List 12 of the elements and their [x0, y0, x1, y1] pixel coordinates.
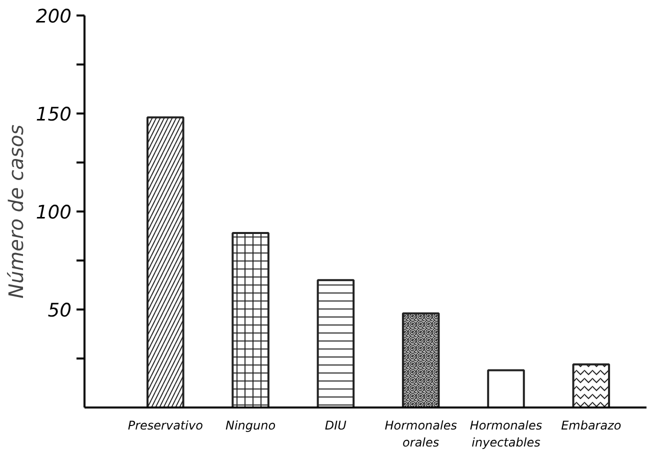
y-tick-label: 150: [36, 104, 72, 126]
x-tick-label: DIU: [324, 418, 347, 432]
x-tick-label: Hormonales inyectables: [470, 418, 542, 450]
x-tick-label: Ninguno: [226, 418, 276, 432]
y-tick-label: 50: [48, 300, 72, 322]
y-tick-label: 200: [36, 6, 72, 28]
bar: [487, 369, 525, 408]
y-axis-title: Número de casos: [4, 124, 28, 298]
y-tick-label: 100: [36, 202, 72, 224]
x-tick-label: Preservativo: [128, 418, 203, 432]
x-tick-label: Hormonales orales: [384, 418, 457, 450]
x-tick-label: Embarazo: [561, 418, 622, 432]
